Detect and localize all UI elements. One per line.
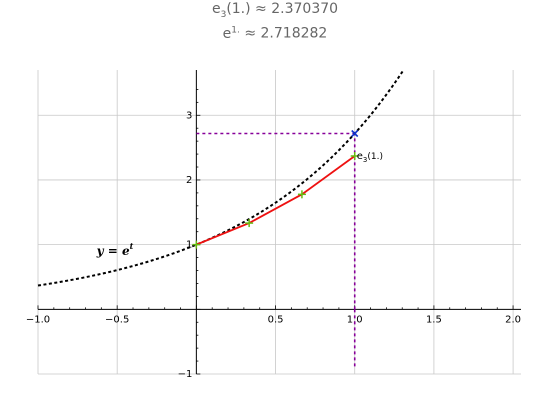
exact-label: e1. <box>222 25 240 42</box>
x-tick-label: −1.0 <box>26 314 50 325</box>
curve-label: y = et <box>96 241 134 258</box>
exact-symbol: ≈ <box>244 25 257 42</box>
x-tick-label: 0.5 <box>268 314 284 325</box>
euler-point-marker <box>297 190 306 199</box>
curve-label-base: y = e <box>96 244 130 258</box>
x-tick-label: 1.0 <box>347 314 363 325</box>
exact-value: 2.718282 <box>260 25 328 42</box>
euler-end-label-part: e <box>357 151 363 162</box>
curve-label-exponent: t <box>130 241 134 251</box>
exact-point-marker <box>351 129 359 138</box>
approx-symbol: ≈ <box>255 1 267 17</box>
y-tick-label: 3 <box>186 110 192 121</box>
exp-curve <box>37 69 405 287</box>
approx-value: 2.370370 <box>271 1 339 17</box>
approximation-caption: e3(1.) ≈ 2.370370 <box>0 1 550 20</box>
y-tick-label: 1 <box>186 240 192 251</box>
euler-end-label-part: 3 <box>363 156 367 164</box>
y-tick-label: −1 <box>178 369 193 380</box>
euler-point-marker <box>350 151 359 160</box>
euler-end-label-part: (1.) <box>367 152 383 162</box>
y-tick-label: 2 <box>186 175 192 186</box>
x-tick-label: 1.5 <box>426 314 442 325</box>
x-tick-label: 2.0 <box>505 314 521 325</box>
euler-point-marker <box>245 219 254 228</box>
euler-end-label: e3(1.) <box>357 151 383 164</box>
euler-polyline <box>196 155 356 246</box>
euler-point-marker <box>192 240 201 249</box>
approx-label: e3(1.) <box>211 1 251 20</box>
exact-caption: e1. ≈ 2.718282 <box>0 25 550 42</box>
exact-marker-b <box>351 129 359 138</box>
x-tick-label: −0.5 <box>105 314 129 325</box>
